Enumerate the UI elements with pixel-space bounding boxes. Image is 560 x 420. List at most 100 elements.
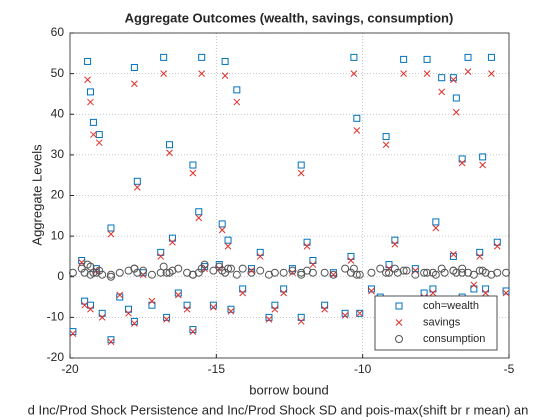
point <box>87 305 94 313</box>
point <box>95 131 103 139</box>
point <box>341 264 350 273</box>
point <box>130 317 138 325</box>
y-axis-label: Aggregate Levels <box>29 144 44 246</box>
point <box>116 291 124 299</box>
point <box>86 301 94 309</box>
point <box>297 169 305 177</box>
point <box>399 266 408 275</box>
point <box>162 268 171 277</box>
point <box>209 266 218 275</box>
point <box>166 149 173 157</box>
point <box>233 98 241 106</box>
point <box>411 267 419 275</box>
point <box>429 289 437 297</box>
point <box>438 74 446 82</box>
point <box>168 234 176 242</box>
point <box>198 53 206 61</box>
point <box>183 301 191 309</box>
point <box>353 114 361 122</box>
point <box>189 326 197 334</box>
point <box>355 270 364 279</box>
point <box>428 268 437 277</box>
point <box>356 309 364 317</box>
point <box>107 224 115 232</box>
y-tick-label: 40 <box>51 106 65 120</box>
point <box>382 133 390 141</box>
point <box>400 55 408 63</box>
point <box>130 64 138 72</box>
point <box>458 159 466 167</box>
point <box>297 318 305 325</box>
point <box>493 242 501 250</box>
point <box>183 268 192 277</box>
point <box>385 268 394 277</box>
point <box>449 74 457 82</box>
point <box>352 270 361 279</box>
point <box>194 268 203 277</box>
point <box>157 253 165 260</box>
point <box>124 266 133 275</box>
point <box>346 268 355 277</box>
point <box>84 57 92 65</box>
point <box>493 268 502 277</box>
point <box>148 301 156 309</box>
point <box>341 309 349 317</box>
y-tick-label: 50 <box>51 66 65 80</box>
point <box>163 313 171 321</box>
point <box>367 268 376 277</box>
point <box>330 271 337 279</box>
point <box>440 268 449 277</box>
point <box>458 155 466 163</box>
point <box>341 311 349 319</box>
point <box>402 266 411 275</box>
point <box>367 285 375 293</box>
point <box>376 264 385 273</box>
point <box>239 289 247 297</box>
point <box>69 330 77 337</box>
point <box>189 328 197 335</box>
point <box>215 262 224 271</box>
point <box>98 270 107 279</box>
point <box>81 297 89 305</box>
point <box>131 320 138 327</box>
axes-box <box>69 32 510 359</box>
point <box>464 68 472 75</box>
point <box>200 260 209 269</box>
point <box>221 72 229 80</box>
point <box>133 177 141 185</box>
point <box>350 70 358 77</box>
y-tick-label: 30 <box>51 147 65 161</box>
point <box>188 270 197 279</box>
point <box>321 305 328 313</box>
point <box>133 268 142 277</box>
point <box>218 226 226 234</box>
point <box>160 53 168 61</box>
point <box>452 94 460 102</box>
point <box>107 338 115 346</box>
point <box>280 289 288 297</box>
point <box>160 70 168 77</box>
y-tick-label: 60 <box>51 25 65 39</box>
point <box>90 131 97 138</box>
legend-label: savings <box>423 316 461 328</box>
point <box>227 307 235 315</box>
point <box>423 55 431 63</box>
legend-marker <box>395 302 403 310</box>
point <box>148 297 156 305</box>
point <box>256 253 264 260</box>
point <box>391 240 399 248</box>
point <box>329 270 338 279</box>
point <box>476 248 484 256</box>
point <box>210 303 217 311</box>
point <box>77 264 86 273</box>
point <box>391 236 399 244</box>
point <box>98 314 106 321</box>
point <box>297 161 305 169</box>
point <box>98 309 106 317</box>
legend-marker <box>395 335 403 343</box>
point <box>87 98 94 106</box>
point <box>479 161 487 169</box>
point <box>420 268 429 277</box>
point <box>458 268 467 277</box>
point <box>452 108 460 116</box>
